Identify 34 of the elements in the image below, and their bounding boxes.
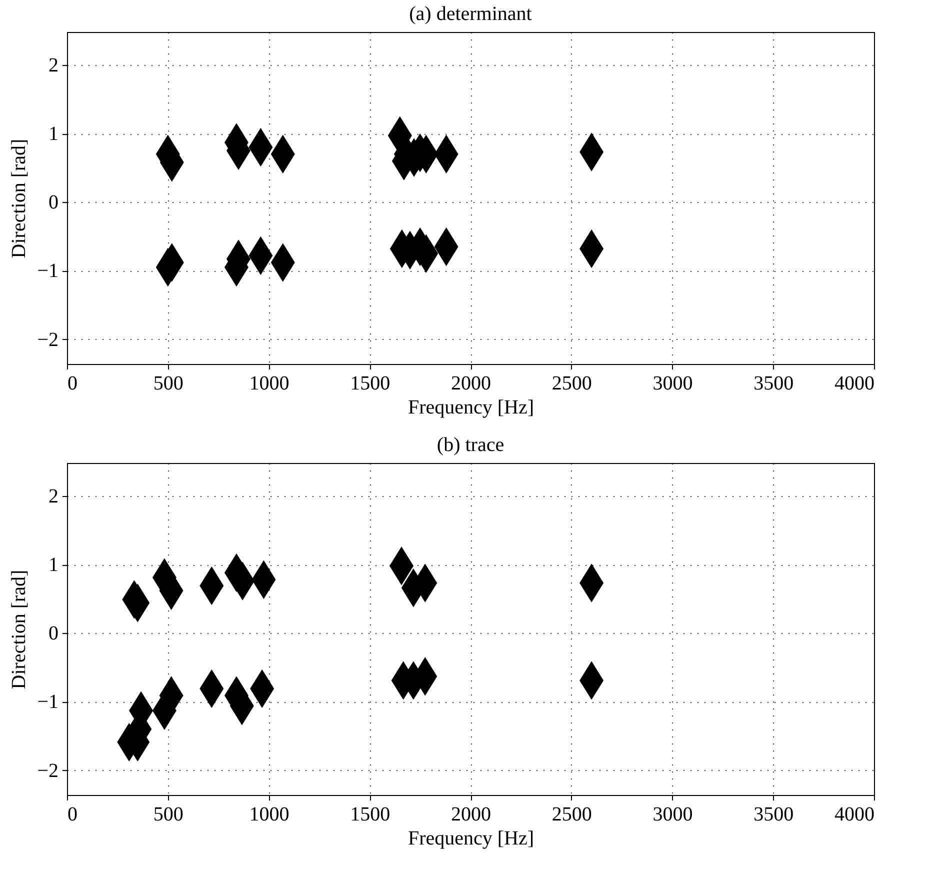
x-axis-title: Frequency [Hz] xyxy=(408,396,534,418)
x-tick-label: 3000 xyxy=(652,372,693,394)
y-tick-label: 0 xyxy=(48,622,58,645)
y-tick-label: 1 xyxy=(48,554,58,576)
x-tick-label: 1000 xyxy=(249,372,290,394)
y-tick-label: 2 xyxy=(48,54,58,76)
x-tick-label: 1500 xyxy=(350,804,390,826)
y-tick-label: 2 xyxy=(48,485,58,508)
x-tick-label: 4000 xyxy=(834,804,874,826)
y-axis-title: Direction [rad] xyxy=(8,138,30,258)
x-tick-label: 2500 xyxy=(552,372,592,394)
x-tick-label: 0 xyxy=(68,804,78,826)
y-tick-label: 1 xyxy=(48,123,58,146)
x-tick-label: 3500 xyxy=(754,804,794,826)
x-tick-label: 0 xyxy=(68,372,78,394)
x-tick-label: 2000 xyxy=(451,804,491,826)
y-tick-label: −2 xyxy=(37,328,58,351)
x-tick-label: 2000 xyxy=(451,372,491,394)
x-tick-label: 2500 xyxy=(552,804,592,826)
y-tick-label: −1 xyxy=(37,260,58,282)
chart-title: (a) determinant xyxy=(409,3,532,25)
x-tick-label: 500 xyxy=(153,804,184,826)
x-tick-label: 4000 xyxy=(834,372,874,394)
y-tick-label: −2 xyxy=(37,760,58,782)
y-tick-label: −1 xyxy=(37,691,58,714)
y-axis-title: Direction [rad] xyxy=(8,570,30,690)
x-tick-label: 3500 xyxy=(754,372,794,394)
x-axis-title: Frequency [Hz] xyxy=(408,828,534,850)
x-tick-label: 1000 xyxy=(249,804,290,826)
x-tick-label: 3000 xyxy=(652,804,693,826)
x-tick-label: 1500 xyxy=(350,372,390,394)
y-tick-label: 0 xyxy=(48,192,58,214)
x-tick-label: 500 xyxy=(153,372,184,394)
chart-title: (b) trace xyxy=(436,434,504,456)
